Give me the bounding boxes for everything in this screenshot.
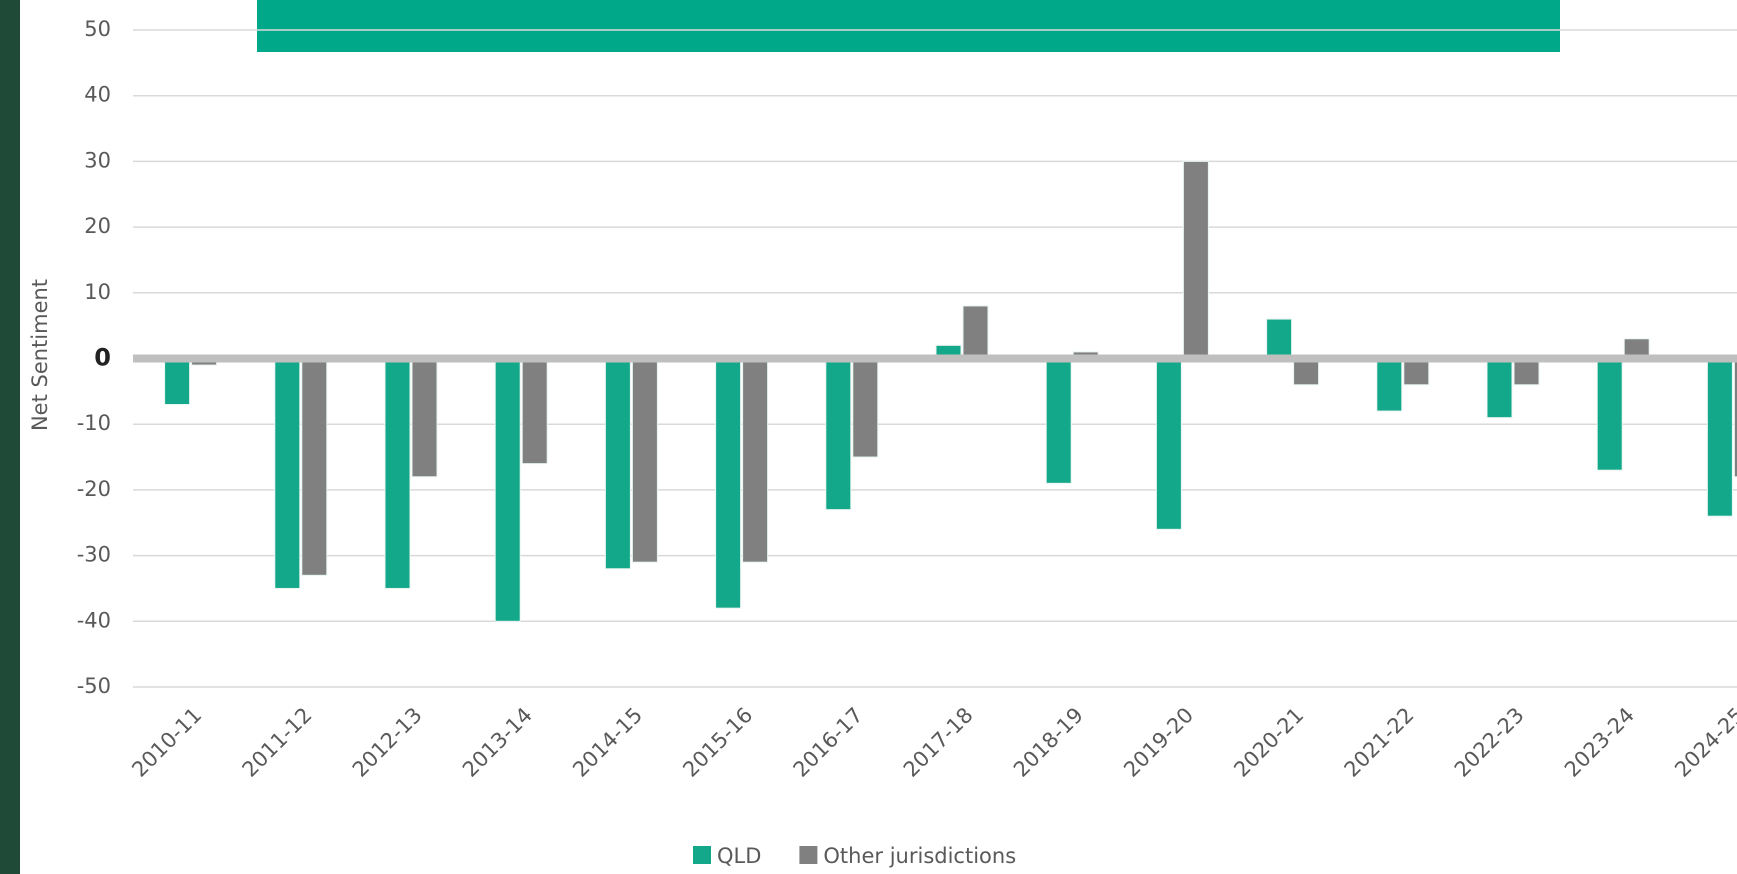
x-tick-label: 2020-21 [1229,703,1308,782]
x-tick-label: 2011-12 [238,703,317,782]
x-tick-label: 2014-15 [568,703,647,782]
x-tick-label: 2018-19 [1009,703,1088,782]
bar [1486,358,1513,419]
bar [384,358,411,589]
bar [962,305,989,360]
x-tick-label: 2010-11 [127,703,206,782]
legend-swatch [693,846,711,864]
x-tick-label: 2024-25 [1670,703,1737,782]
x-tick-label: 2012-13 [348,703,427,782]
bar [521,358,548,465]
y-tick-label: 30 [84,148,111,172]
y-tick-label: 0 [94,344,111,372]
x-tick-label: 2019-20 [1119,703,1198,782]
bar [1403,358,1430,386]
x-tick-label: 2023-24 [1560,703,1639,782]
y-tick-label: -40 [77,608,111,632]
bar [1376,358,1403,412]
y-axis-label: Net Sentiment [28,279,52,431]
bar [411,358,438,478]
banner [257,0,1560,52]
x-tick-label: 2013-14 [458,703,537,782]
bar [1513,358,1540,386]
bar [1155,358,1182,530]
y-tick-label: 50 [84,17,111,41]
y-tick-label: -10 [77,411,111,435]
side-strip [0,0,20,874]
y-tick-label: -20 [77,477,111,501]
bar [164,358,191,405]
x-tick-label: 2017-18 [899,703,978,782]
bar [1733,358,1737,478]
y-tick-label: -50 [77,674,111,698]
bar [604,358,631,570]
bar [494,358,521,622]
bar [1596,358,1623,471]
bar [1266,318,1293,359]
bar [825,358,852,511]
plot [133,29,1737,688]
bar [631,358,658,563]
legend-label: Other jurisdictions [823,844,1016,868]
x-tick-label: 2016-17 [789,703,868,782]
y-tick-label: 10 [84,280,111,304]
bar [715,358,742,609]
x-tick-label: 2015-16 [678,703,757,782]
bar [1706,358,1733,517]
legend: QLD Other jurisdictions [693,844,1016,868]
x-tick-label: 2021-22 [1340,703,1419,782]
bar [301,358,328,576]
bar [852,358,879,458]
y-tick-label: 20 [84,214,111,238]
legend-label: QLD [717,844,761,868]
y-tick-label: 40 [84,83,111,107]
bar [274,358,301,589]
legend-swatch [799,846,818,864]
x-tick-label: 2022-23 [1450,703,1529,782]
bar [1045,358,1072,484]
y-tick-label: -30 [77,543,111,567]
bar [1182,160,1209,359]
bar [742,358,769,563]
